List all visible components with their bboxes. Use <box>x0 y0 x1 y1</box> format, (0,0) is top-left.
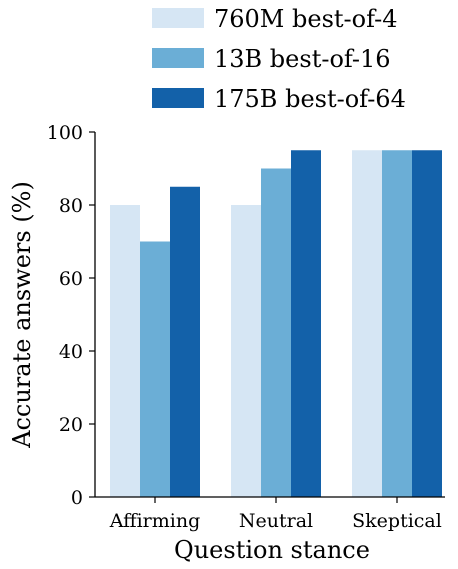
y-axis-title: Accurate answers (%) <box>8 181 36 449</box>
bar-affirming-series-1 <box>110 205 140 497</box>
y-ticks: 0 20 40 60 80 100 <box>47 122 95 509</box>
bar-skeptical-series-2 <box>382 150 412 497</box>
y-tick-label: 80 <box>59 195 83 217</box>
bar-affirming-series-2 <box>140 241 170 497</box>
y-tick-label: 0 <box>71 487 83 509</box>
legend-swatch-1 <box>152 8 204 28</box>
y-tick-label: 20 <box>59 414 83 436</box>
bar-neutral-series-3 <box>291 150 321 497</box>
legend-swatch-2 <box>152 48 204 68</box>
legend-swatch-3 <box>152 88 204 108</box>
y-tick-label: 100 <box>47 122 83 144</box>
legend-label-2: 13B best-of-16 <box>214 45 391 73</box>
axes-group <box>94 132 445 498</box>
x-axis-title: Question stance <box>174 536 370 564</box>
bar-skeptical-series-3 <box>412 150 442 497</box>
legend: 760M best-of-4 13B best-of-16 175B best-of… <box>152 5 406 113</box>
bar-skeptical-series-1 <box>352 150 382 497</box>
legend-label-3: 175B best-of-64 <box>214 85 406 113</box>
y-tick-label: 40 <box>59 341 83 363</box>
bar-neutral-series-1 <box>231 205 261 497</box>
bar-neutral-series-2 <box>261 168 291 497</box>
x-tick-label-skeptical: Skeptical <box>352 510 442 532</box>
y-tick-label: 60 <box>59 268 83 290</box>
x-tick-label-affirming: Affirming <box>109 510 201 532</box>
bar-affirming-series-3 <box>170 186 200 497</box>
legend-label-1: 760M best-of-4 <box>214 5 398 33</box>
x-tick-label-neutral: Neutral <box>239 510 313 532</box>
x-ticks: Affirming Neutral Skeptical <box>109 497 442 532</box>
bars-group <box>110 150 442 497</box>
